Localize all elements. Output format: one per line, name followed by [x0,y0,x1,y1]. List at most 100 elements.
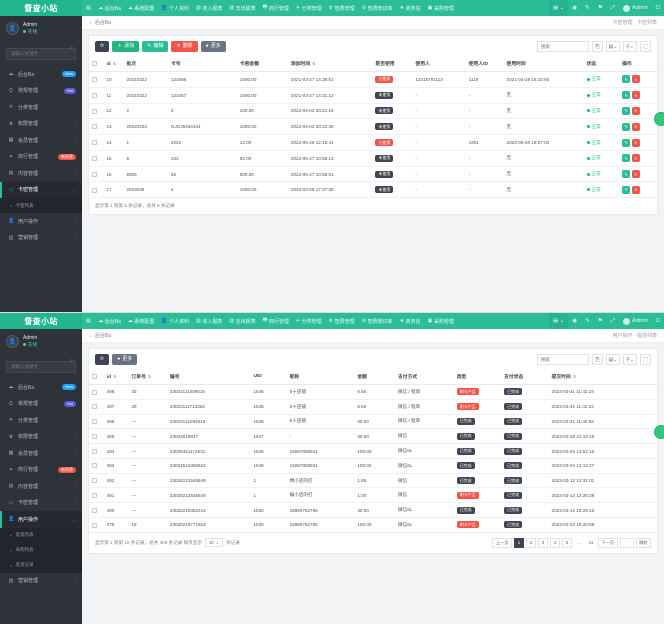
table-row[interactable]: 479 19 23030219771819 1530 18960762766 100.00… [89,517,657,533]
nav-item-0[interactable]: ☁ 后台Ba [95,0,125,16]
delete-row-icon[interactable]: ✕ [631,185,640,194]
sidebar-item-5[interactable]: ✦ 商行管理 新消息 [0,462,82,479]
page-last[interactable]: 41 [588,540,594,546]
sidebar-search-2[interactable]: ⌕ [6,355,76,373]
cell-actions[interactable]: ✎ ✕ [619,181,657,199]
sidebar-item-2[interactable]: ✈ 分类管理 [8,417,39,424]
bell-icon[interactable]: ◉ [572,318,578,324]
cell-actions[interactable]: ✎ ✕ [619,134,657,151]
checkbox-icon[interactable] [92,155,97,161]
checkbox-icon[interactable] [92,373,97,379]
col-used[interactable]: 是否使用 [372,56,413,72]
checkbox-icon[interactable] [92,493,97,498]
logout-icon[interactable]: ⏻ [655,4,660,11]
row-checkbox-cell[interactable] [89,87,104,104]
more-button[interactable]: ● 更多 [200,41,226,52]
sidebar-subitem-withdraw-list[interactable]: ▪ 提现列表 [10,532,34,538]
page-size-select[interactable]: 10 ⌄ [204,538,224,548]
row-checkbox-cell[interactable] [89,443,104,459]
nav-item-8[interactable]: ⚙ 智费知识库 [358,0,396,16]
nav-item-4[interactable]: ▥ 支出报表 [229,318,256,325]
nav-item-9[interactable]: ★ 商务信 [399,318,421,325]
col-id[interactable]: id ⇅ [103,369,129,385]
table-row[interactable]: 11 20210322 123457 1000.00 2021-03-27 14:31:… [89,87,657,104]
export-icon[interactable]: ⎘ [592,41,603,52]
flag-icon[interactable]: ⚑ [597,318,603,324]
edit-row-icon[interactable]: ✎ [622,185,631,194]
row-checkbox-cell[interactable] [89,502,104,519]
col-action[interactable]: 操作 [619,56,657,72]
sidebar-item-3[interactable]: ♛ 权限管理 › [8,120,76,128]
checkbox-icon[interactable] [92,171,97,177]
fullscreen-icon[interactable]: ⛶ [640,41,651,52]
sidebar-item-6[interactable]: ▤ 内容管理 › [8,170,76,177]
table-row[interactable]: 480—23032210352218 1530 18960762766 30.00 微信… [89,502,657,519]
col-amount[interactable]: 金额 [354,369,395,385]
col-id[interactable]: id ⇅ [103,56,124,72]
checkbox-icon[interactable] [92,463,97,469]
page-3[interactable]: 3 [538,537,549,548]
table-row[interactable]: 481—23030212545649 1 编小店的打 1.00 微信 刷卡产品 已完成 202… [89,487,657,504]
nav-item-9[interactable]: ★ 商务信 [396,0,424,16]
sidebar-item-2[interactable]: ✈ 分类管理 [8,104,39,111]
page-go-button[interactable]: 跳转 [635,537,651,548]
expand-icon[interactable]: ⤢ [610,317,616,324]
edit-row-icon[interactable]: ✎ [622,106,631,115]
row-checkbox-cell[interactable] [89,150,104,167]
export-icon[interactable]: ⎘ [592,354,603,365]
page-1[interactable]: 1 [514,537,525,548]
nav-item-5[interactable]: 🖶 商行管理 [259,0,292,16]
wrench-icon[interactable]: ✎ [585,5,590,11]
row-checkbox-cell[interactable] [89,487,104,504]
sidebar-item-marketing[interactable]: ▥ 营销管理 › [8,577,76,585]
col-used-time[interactable]: 使用时间 [503,56,584,72]
row-checkbox-cell[interactable] [89,473,104,489]
checkbox-icon[interactable] [92,448,97,454]
col-code[interactable]: 编号 [166,369,251,385]
table-row[interactable]: 16 5005 55 500.00 2022-05-27 10:59:51 未使用 - - 无正… [89,166,657,183]
checkbox-icon[interactable] [92,433,97,439]
table-row[interactable]: 482—23034212545649 1 缚小店的打 1.85 微信 已完成 已完成 2023… [89,473,657,489]
more-button[interactable]: ● 更多 [112,354,138,365]
checkbox-icon[interactable] [92,507,97,513]
edit-row-icon[interactable]: ✎ [622,170,631,179]
col-status[interactable]: 状态 [583,56,620,72]
sidebar-item-cards[interactable]: ▭ 卡密管理 ⌄ [0,181,82,198]
filter-icon[interactable]: ⚲⌄ [623,41,637,52]
page-4[interactable]: 4 [550,537,561,548]
col-submit-time[interactable]: 提交时间 ⇅ [548,369,657,385]
checkbox-icon[interactable] [92,419,97,425]
page-prev[interactable]: 上一页 [492,537,513,548]
row-checkbox-cell[interactable] [89,399,104,415]
cell-actions[interactable]: ✎ ✕ [619,118,657,136]
sidebar-item-1[interactable]: ⛭ 常规管理 Hot [0,83,82,100]
col-order[interactable]: 订单号 ⇅ [128,369,167,385]
sidebar-user-2[interactable]: 👤 Admin 在线 [0,329,82,353]
nav-item-4[interactable]: ▥ 支出报表 [226,0,259,16]
refresh-button[interactable]: ⟳ [95,41,110,52]
row-checkbox-cell[interactable] [89,118,104,136]
sidebar-item-0[interactable]: ☁ 后台Ba New [0,66,82,83]
row-checkbox-cell[interactable] [89,166,104,183]
row-checkbox-cell[interactable] [89,181,104,199]
checkbox-icon[interactable] [92,187,97,193]
grid-icon[interactable]: ▤ ⌄ [548,313,569,329]
cell-actions[interactable]: ✎ ✕ [619,71,657,88]
nav-item-10[interactable]: ▣ 采购管理 [427,318,454,325]
delete-row-icon[interactable]: ✕ [631,170,640,179]
select-all-header[interactable] [89,56,104,72]
brand-logo-2[interactable]: 督查小站 [0,313,82,329]
sidebar-item-user-ops[interactable]: 👤 用户操作 ⌄ [0,511,82,528]
edit-row-icon[interactable]: ✎ [622,154,631,163]
add-button[interactable]: ＋添加 [112,41,140,52]
table-row[interactable]: 486—23033112294615 1548 b十店铺 30.00 微信 / 程单 已完… [89,414,657,430]
delete-row-icon[interactable]: ✕ [631,154,640,163]
nav-item-5[interactable]: 🖶 商行管理 [262,317,289,325]
delete-row-icon[interactable]: ✕ [631,106,640,115]
sidebar-user[interactable]: 👤 Admin 在线 [0,16,82,40]
refresh-button[interactable]: ⟳ [95,354,110,365]
delete-button[interactable]: ✕ 删除 [171,41,198,52]
table-search-input[interactable] [537,41,589,52]
table-row[interactable]: 13 20220223 GJGJ5454444 1000.00 2022-04-02 2… [89,118,657,136]
breadcrumb-text[interactable]: 后台Ba [95,333,112,339]
